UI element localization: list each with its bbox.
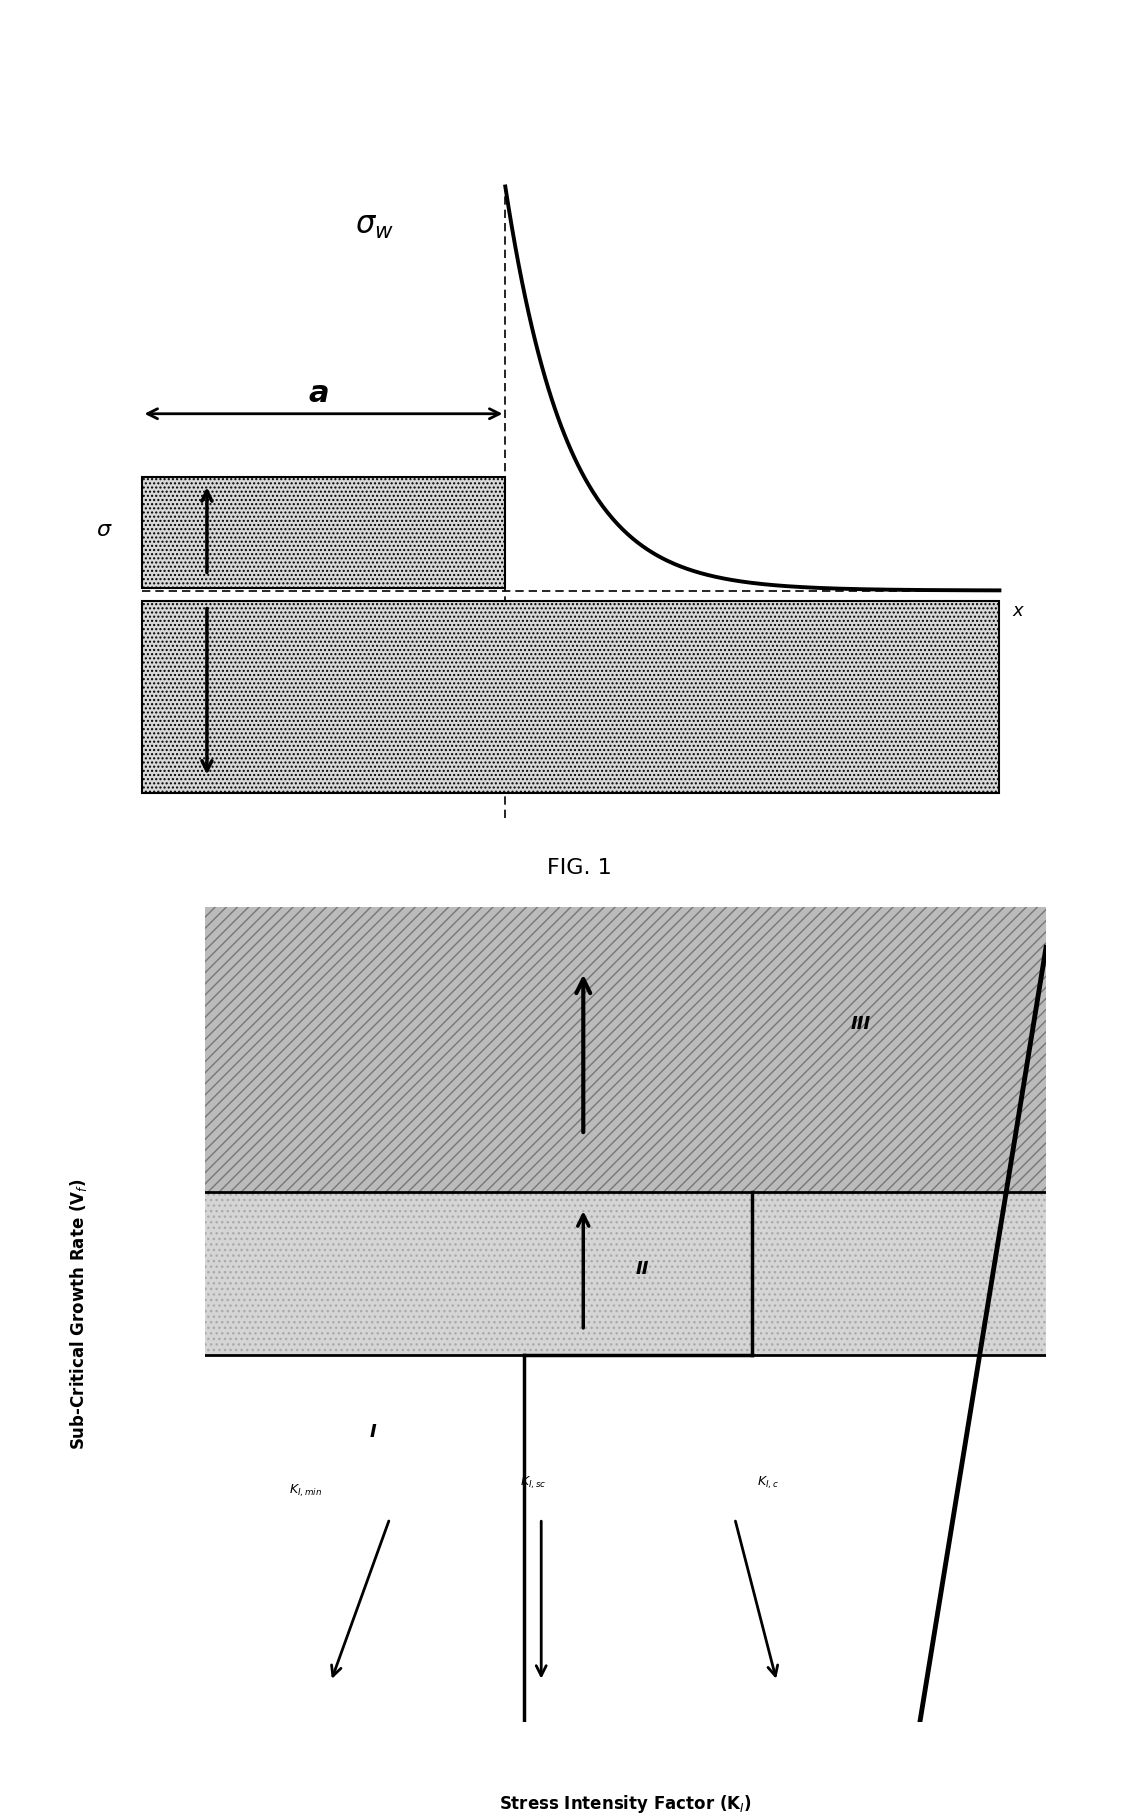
Bar	[205, 1354, 1046, 1722]
Text: x: x	[1013, 602, 1023, 620]
Text: Sub-Critical Growth Rate (V$_f$): Sub-Critical Growth Rate (V$_f$)	[68, 1178, 89, 1450]
Bar	[142, 477, 505, 587]
Bar	[142, 600, 999, 792]
Text: $K_{I,min}$: $K_{I,min}$	[289, 1483, 322, 1499]
Bar	[205, 1193, 1046, 1354]
Text: $K_{I,sc}$: $K_{I,sc}$	[520, 1474, 546, 1490]
Bar	[205, 906, 1046, 1193]
Text: FIG. 1: FIG. 1	[548, 858, 612, 877]
Text: $\sigma$: $\sigma$	[96, 520, 113, 540]
Text: Stress Intensity Factor (K$_I$): Stress Intensity Factor (K$_I$)	[499, 1793, 752, 1813]
Bar	[205, 906, 1046, 1168]
Text: I: I	[370, 1423, 376, 1441]
Text: II: II	[636, 1260, 649, 1278]
Text: $K_{I,c}$: $K_{I,c}$	[757, 1474, 779, 1490]
Text: $\sigma_w$: $\sigma_w$	[356, 212, 395, 241]
Text: a: a	[308, 379, 329, 408]
Text: III: III	[850, 1015, 871, 1033]
